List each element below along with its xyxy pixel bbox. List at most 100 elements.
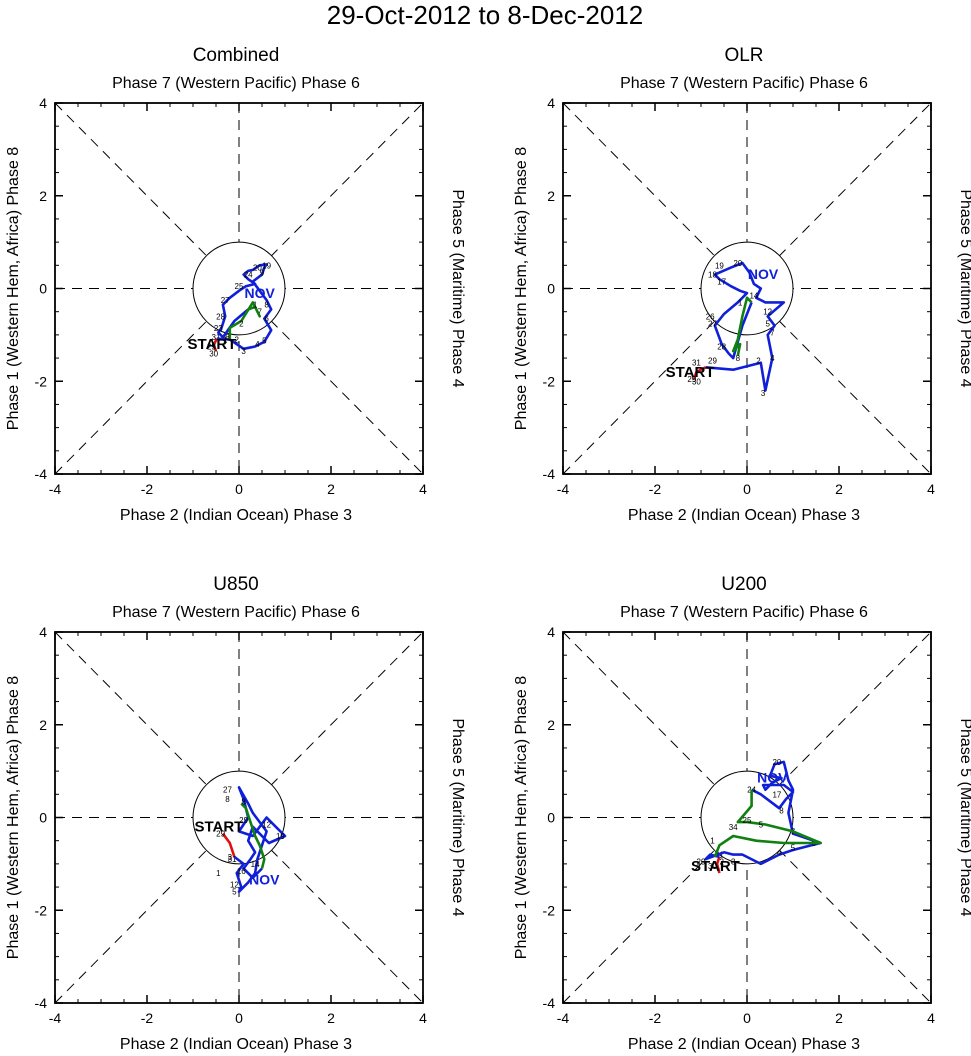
day-label: 28 <box>216 312 225 321</box>
day-label: 20 <box>733 259 742 268</box>
trajectory-line-dec <box>240 802 266 869</box>
day-label: 5 <box>232 888 237 897</box>
day-label: 1 <box>216 869 221 878</box>
day-label: 26 <box>706 312 715 321</box>
day-label: 4 <box>777 848 782 857</box>
x-tick-label: 4 <box>927 481 935 497</box>
day-label: 2 <box>719 858 724 867</box>
trajectory-line-dec <box>713 789 822 858</box>
day-label: 8 <box>264 301 269 310</box>
day-label: 3 <box>241 347 246 356</box>
day-label: 5 <box>791 844 796 853</box>
day-label: 30 <box>692 377 701 386</box>
day-label: 2 <box>239 319 244 328</box>
day-label: 3 <box>761 389 766 398</box>
panel-title: U850 <box>213 574 258 595</box>
y-axis-label: Phase 1 (Western Hem, Africa) Phase 8 <box>5 147 22 430</box>
start-label: START <box>188 336 237 353</box>
y-tick-label: 2 <box>547 717 555 733</box>
day-label: 5 <box>262 336 267 345</box>
start-label: START <box>666 364 715 381</box>
day-label: 23 <box>214 324 223 333</box>
day-label: 2 <box>756 356 761 365</box>
day-label: 29 <box>708 356 717 365</box>
start-label: START <box>691 858 740 875</box>
day-label: 28 <box>717 342 726 351</box>
day-label: 17 <box>717 278 726 287</box>
x-tick-label: 4 <box>419 481 427 497</box>
day-label: 19 <box>276 832 285 841</box>
day-label: 25 <box>743 816 752 825</box>
x-tick-label: 0 <box>235 1010 243 1026</box>
day-label: 1 <box>738 298 743 307</box>
x-tick-label: -4 <box>557 481 570 497</box>
y-tick-label: -2 <box>543 373 556 389</box>
day-label: 19 <box>262 261 271 270</box>
y-tick-label: -2 <box>35 373 48 389</box>
month-label-nov: NOV <box>249 872 280 888</box>
trajectory-line-dec <box>228 301 261 340</box>
x-axis-label: Phase 2 (Indian Ocean) Phase 3 <box>628 507 860 524</box>
y-axis-label: Phase 1 (Western Hem, Africa) Phase 8 <box>5 676 22 959</box>
day-label: 7 <box>770 329 775 338</box>
x-tick-label: -4 <box>49 1010 62 1026</box>
day-label: 24 <box>244 271 253 280</box>
day-label: 1 <box>710 837 715 846</box>
y-tick-label: 2 <box>39 188 47 204</box>
top-axis-label: Phase 7 (Western Pacific) Phase 6 <box>620 75 868 92</box>
y-tick-label: 2 <box>547 188 555 204</box>
day-label: 14 <box>251 860 260 869</box>
top-axis-label: Phase 7 (Western Pacific) Phase 6 <box>620 604 868 621</box>
day-label: 3 <box>228 853 233 862</box>
x-axis-label: Phase 2 (Indian Ocean) Phase 3 <box>120 1036 352 1053</box>
x-tick-label: 0 <box>743 1010 751 1026</box>
x-tick-label: 2 <box>327 1010 335 1026</box>
month-label-nov: NOV <box>757 770 788 786</box>
day-label: 29 <box>216 830 225 839</box>
day-label: 3 <box>731 858 736 867</box>
day-label: 30 <box>708 862 717 871</box>
y-tick-label: 4 <box>39 624 47 640</box>
day-label: 5 <box>759 820 764 829</box>
day-label: 29 <box>687 375 696 384</box>
y-tick-label: 0 <box>39 281 47 297</box>
month-label-nov: NOV <box>245 285 276 301</box>
day-label: 31 <box>228 855 237 864</box>
day-label: 8 <box>225 333 230 342</box>
trajectory-line-oct <box>692 366 707 380</box>
series-dec: 18 <box>731 296 753 363</box>
day-label: 34 <box>729 823 738 832</box>
day-label: 18 <box>708 271 717 280</box>
day-label: 1 <box>253 301 258 310</box>
right-axis-label: Phase 5 (Maritime) Phase 4 <box>957 189 971 387</box>
day-label: 12 <box>230 881 239 890</box>
day-label: 17 <box>772 790 781 799</box>
x-tick-label: -4 <box>49 481 62 497</box>
y-tick-label: 0 <box>547 810 555 826</box>
x-axis-label: Phase 2 (Indian Ocean) Phase 3 <box>120 507 352 524</box>
day-label: 31 <box>692 359 701 368</box>
x-tick-label: 2 <box>835 1010 843 1026</box>
x-tick-label: -4 <box>557 1010 570 1026</box>
chart-panel-u200: -4-4 -2 -2 0 0 2 2 4 4 U200 Phase 7 (Western Pacif… <box>513 574 971 1053</box>
y-tick-label: 2 <box>39 717 47 733</box>
day-label: 2 <box>234 336 239 345</box>
x-tick-label: -2 <box>141 481 154 497</box>
x-tick-label: 0 <box>743 481 751 497</box>
chart-panel-u850: -4-4 -2 -2 0 0 2 2 4 4 U850 Phase 7 (Western Pacif… <box>5 574 466 1053</box>
x-tick-label: -2 <box>649 481 662 497</box>
trajectory-line-oct <box>715 856 721 874</box>
day-label: 29 <box>697 858 706 867</box>
day-label: 19 <box>715 261 724 270</box>
start-label: START <box>194 819 243 836</box>
y-tick-label: -4 <box>543 466 556 482</box>
y-tick-label: -2 <box>35 902 48 918</box>
day-label: 8 <box>736 354 741 363</box>
top-axis-label: Phase 7 (Western Pacific) Phase 6 <box>112 75 360 92</box>
